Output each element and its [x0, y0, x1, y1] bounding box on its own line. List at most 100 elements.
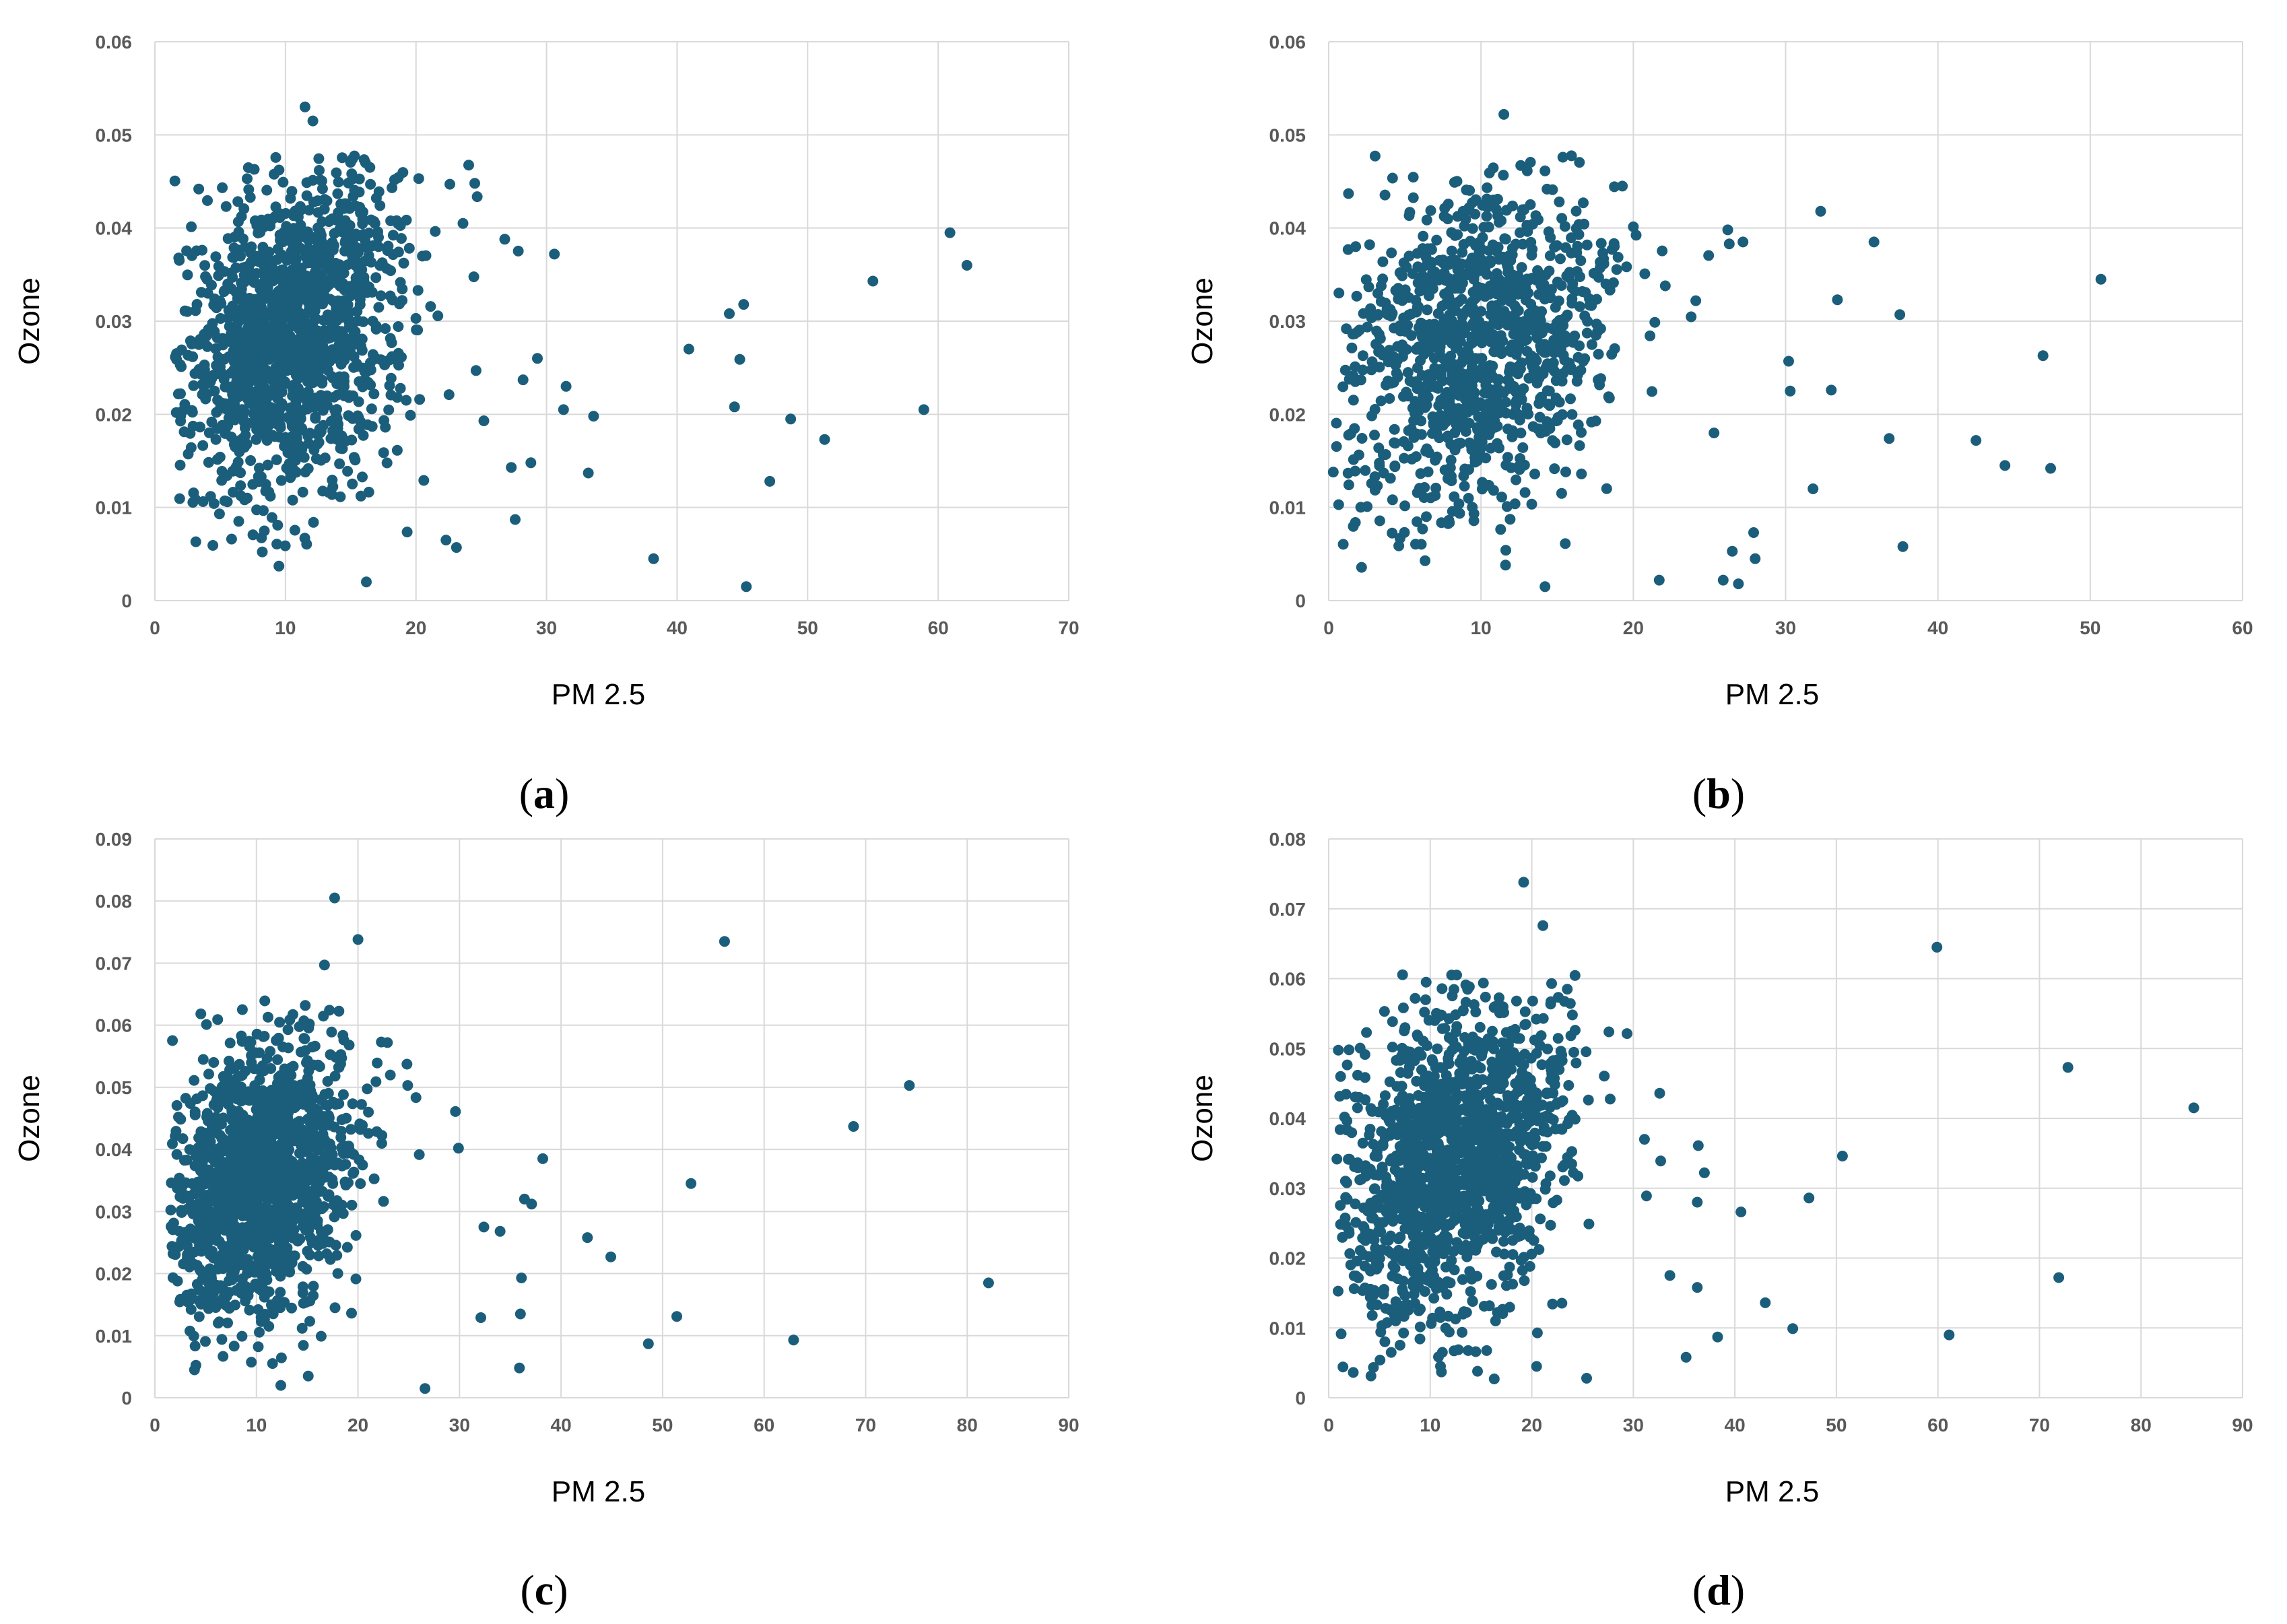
data-point: [395, 277, 406, 288]
data-point: [1558, 349, 1569, 361]
data-point: [218, 1351, 229, 1362]
data-point: [331, 404, 343, 415]
data-point: [1894, 309, 1906, 320]
data-point: [300, 1224, 312, 1236]
data-point: [1601, 483, 1612, 494]
data-point: [1521, 165, 1533, 176]
data-point: [292, 382, 304, 394]
data-point: [352, 410, 364, 421]
data-point: [1496, 348, 1507, 360]
data-point: [1443, 359, 1455, 370]
data-point: [213, 1153, 225, 1164]
data-point: [316, 175, 327, 187]
data-point: [243, 318, 255, 330]
data-point: [401, 1058, 413, 1070]
data-point: [341, 1242, 353, 1253]
data-point: [1611, 264, 1622, 275]
data-point: [282, 1112, 294, 1124]
data-point: [1539, 339, 1550, 350]
data-point: [1371, 325, 1383, 337]
data-point: [300, 290, 311, 302]
data-point: [1659, 280, 1671, 292]
data-point: [389, 174, 400, 185]
data-point: [2045, 463, 2056, 474]
data-point: [330, 1240, 341, 1251]
data-point: [267, 412, 279, 423]
data-point: [221, 1291, 232, 1302]
data-point: [339, 215, 351, 226]
data-point: [307, 115, 319, 127]
data-point: [764, 475, 776, 487]
data-point: [1552, 411, 1564, 423]
data-point: [375, 290, 387, 302]
data-point: [247, 529, 259, 541]
data-point: [1603, 393, 1615, 404]
data-point: [403, 242, 415, 254]
data-point: [405, 409, 416, 421]
data-point: [1351, 290, 1362, 302]
data-point: [353, 334, 364, 345]
y-axis-title: Ozone: [13, 1075, 46, 1162]
data-point: [1785, 385, 1796, 397]
data-point: [326, 318, 337, 330]
x-tick-label: 10: [1471, 617, 1492, 638]
data-point: [1414, 1333, 1426, 1345]
data-point: [263, 1221, 275, 1232]
data-point: [1579, 310, 1591, 322]
data-point: [212, 1014, 224, 1025]
data-point: [199, 360, 210, 370]
data-point: [1379, 1006, 1390, 1017]
data-point: [220, 201, 232, 212]
data-point: [1478, 1301, 1490, 1312]
data-point: [295, 1148, 306, 1159]
data-point: [1360, 465, 1371, 476]
data-point: [1999, 460, 2011, 471]
data-point: [244, 397, 255, 408]
data-point: [277, 176, 289, 188]
data-point: [312, 375, 323, 386]
data-point: [232, 293, 243, 304]
data-point: [1370, 339, 1382, 350]
data-point: [174, 459, 186, 471]
data-point: [1463, 398, 1474, 409]
data-point: [401, 214, 412, 226]
data-point: [228, 356, 240, 368]
data-point: [274, 355, 286, 366]
data-point: [1337, 381, 1349, 393]
data-point: [275, 1302, 286, 1314]
data-point: [232, 196, 244, 207]
data-point: [202, 287, 213, 299]
data-point: [350, 200, 361, 211]
data-point: [1395, 325, 1406, 337]
data-point: [1563, 1080, 1575, 1091]
data-point: [275, 1287, 286, 1298]
data-point: [457, 217, 469, 229]
data-point: [1498, 1236, 1509, 1247]
data-point: [961, 260, 972, 271]
data-point: [1551, 240, 1562, 251]
data-point: [328, 391, 339, 403]
data-point: [1449, 984, 1459, 995]
data-point: [197, 244, 208, 256]
data-point: [425, 301, 436, 312]
data-point: [335, 491, 346, 502]
caption-close-paren: ): [555, 770, 569, 817]
data-point: [292, 421, 303, 432]
y-tick-label: 0.05: [96, 125, 133, 145]
data-point: [333, 295, 344, 306]
data-point: [1527, 995, 1538, 1007]
data-point: [1598, 253, 1610, 265]
data-point: [1365, 303, 1377, 314]
data-point: [297, 336, 308, 347]
data-point: [271, 1035, 282, 1046]
data-point: [187, 351, 199, 362]
data-point: [1504, 364, 1516, 375]
x-tick-label: 20: [1623, 617, 1644, 638]
data-point: [391, 392, 403, 403]
data-point: [326, 1026, 337, 1038]
data-point: [1414, 483, 1425, 494]
data-point: [292, 1117, 303, 1128]
data-point: [1383, 356, 1394, 368]
data-point: [319, 959, 330, 971]
